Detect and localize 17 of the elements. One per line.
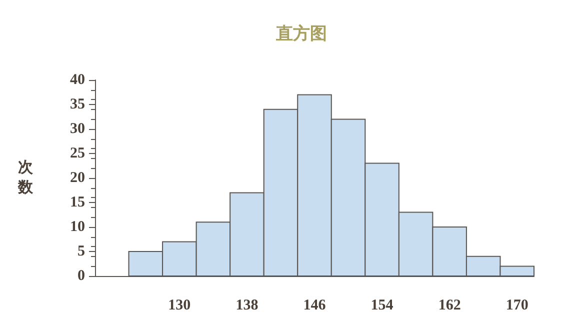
x-tick-label: 130 [168,298,191,314]
y-tick-label: 10 [70,219,85,235]
chart-title: 直方图 [275,24,327,43]
x-tick-label: 154 [370,298,394,314]
y-axis-title: 次数 [17,159,34,196]
x-tick-label: 162 [438,298,461,314]
x-tick-label: 146 [303,298,326,314]
y-tick-label: 5 [78,244,85,260]
y-tick-label: 35 [70,96,85,112]
y-tick-label: 30 [70,121,85,137]
y-tick-label: 15 [70,194,85,210]
y-tick-label: 40 [70,72,85,88]
x-tick-label: 170 [506,298,528,314]
x-tick-label: 138 [236,298,258,314]
y-tick-label: 20 [70,170,85,186]
y-tick-label: 25 [70,146,85,162]
y-tick-label: 0 [78,268,85,284]
